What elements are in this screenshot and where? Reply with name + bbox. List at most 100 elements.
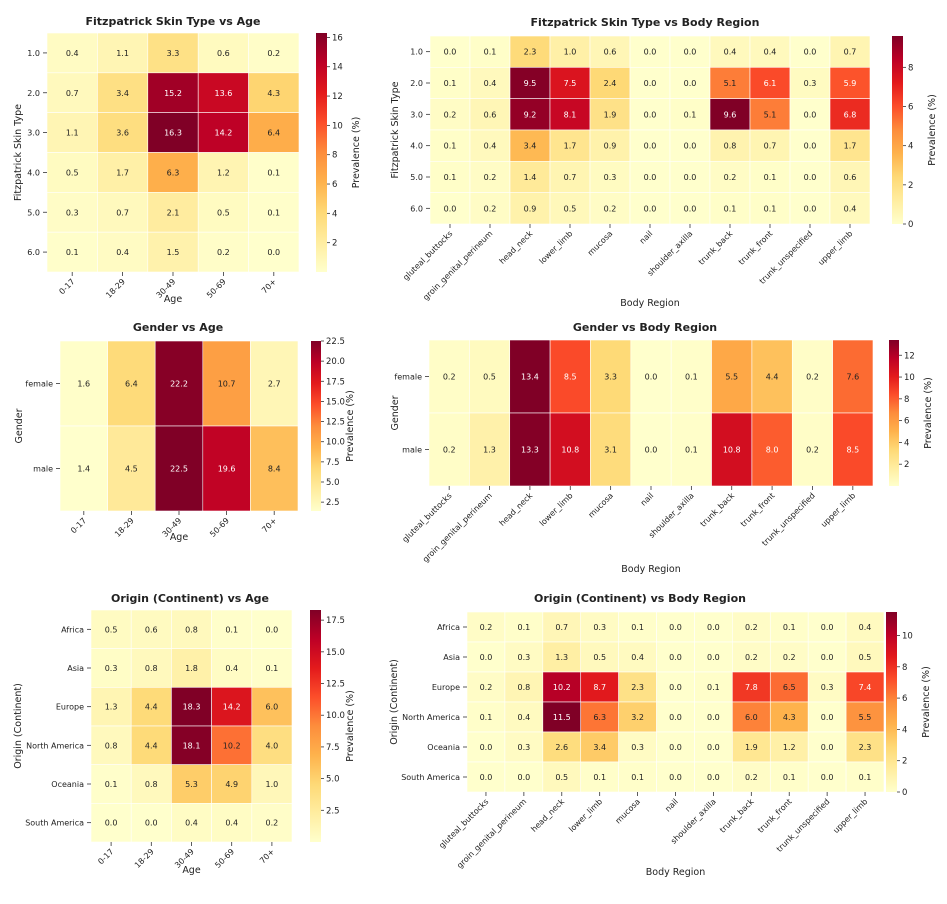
x-tick-label: 70+: [258, 847, 276, 865]
heatmap-cell: [154, 340, 204, 427]
colorbar-tick-label: 16: [332, 33, 343, 43]
colorbar-tick-label: 5.0: [326, 478, 340, 488]
cell-value-label: 0.6: [604, 48, 617, 57]
heatmap-cell: [618, 761, 657, 793]
cell-value-label: 0.5: [483, 373, 496, 382]
heatmap-cell: [197, 152, 249, 193]
colorbar-tick-label: 17.5: [326, 616, 345, 626]
heatmap-cell: [807, 641, 847, 673]
heatmap-svg: Fitzpatrick Skin Type vs Age 0.4 1.1 3.3 0.6…: [13, 15, 362, 305]
cell-value-label: 0.2: [266, 819, 279, 828]
heatmap-svg: Origin (Continent) vs Body Region 0.2 0.1 0…: [389, 592, 932, 878]
cell-value-label: 22.5: [170, 465, 188, 474]
cell-value-label: 0.1: [484, 48, 497, 57]
cell-value-label: 0.1: [266, 664, 279, 673]
cell-value-label: 3.6: [116, 129, 129, 138]
cell-value-label: 0.0: [480, 773, 493, 782]
cell-value-label: 10.7: [218, 380, 236, 389]
cell-value-label: 4.0: [266, 741, 279, 750]
x-axis-label: Age: [164, 294, 183, 305]
x-tick-label: 50-69: [213, 847, 236, 870]
cell-value-label: 0.1: [267, 168, 280, 177]
heatmap-cell: [130, 725, 172, 765]
cell-value-label: 0.4: [859, 623, 872, 632]
cell-value-label: 0.0: [644, 110, 657, 119]
cell-value-label: 0.4: [484, 142, 497, 151]
heatmap-cell: [618, 671, 657, 703]
cell-value-label: 4.3: [783, 713, 796, 722]
chart-title: Origin (Continent) vs Age: [111, 592, 269, 605]
heatmap-cell: [469, 129, 511, 162]
heatmap-cell: [504, 701, 544, 733]
x-tick-label: groin_genital_perineum: [421, 491, 494, 564]
cell-value-label: 0.7: [844, 48, 857, 57]
heatmap-cell: [829, 192, 871, 225]
heatmap-cell: [807, 611, 847, 643]
cell-value-label: 0.2: [806, 446, 819, 455]
heatmap-cell: [769, 761, 809, 793]
heatmap-cell: [629, 192, 671, 225]
heatmap-cell: [709, 67, 751, 99]
y-tick-label: 4.0: [410, 142, 423, 151]
cell-value-label: 0.4: [724, 48, 737, 57]
heatmap-cell: [549, 192, 591, 225]
cell-value-label: 4.5: [125, 465, 138, 474]
heatmap-cell: [251, 803, 293, 843]
cell-value-label: 0.5: [105, 625, 118, 634]
colorbar-tick-label: 8: [332, 151, 337, 161]
y-tick-label: Africa: [437, 623, 460, 632]
heatmap-cell: [251, 687, 293, 727]
heatmap-cell: [147, 231, 199, 273]
cell-value-label: 0.0: [804, 204, 817, 213]
cell-value-label: 0.0: [707, 653, 720, 662]
cell-value-label: 3.3: [167, 49, 180, 58]
colorbar-label: Prevalence (%): [921, 666, 932, 738]
heatmap-cell: [251, 764, 293, 804]
cell-value-label: 0.4: [66, 49, 79, 58]
heatmap-cell: [845, 701, 885, 733]
cell-value-label: 0.0: [821, 653, 834, 662]
cell-value-label: 0.2: [806, 373, 819, 382]
x-tick-label: groin_genital_perineum: [421, 229, 494, 302]
colorbar-tick-label: 10: [902, 631, 913, 641]
cell-value-label: 0.8: [724, 142, 737, 151]
colorbar: [311, 341, 321, 511]
cell-value-label: 0.8: [517, 683, 530, 692]
heatmap-cell: [789, 129, 831, 162]
cell-value-label: 8.1: [564, 110, 577, 119]
cell-value-label: 0.1: [685, 373, 698, 382]
cell-value-label: 0.5: [593, 653, 606, 662]
cell-value-label: 0.0: [684, 173, 697, 182]
heatmap-cell: [630, 412, 672, 487]
x-tick-label: lower_limb: [538, 491, 575, 528]
y-tick-label: North America: [26, 741, 84, 750]
heatmap-cell: [248, 32, 300, 74]
colorbar-tick-label: 12: [332, 92, 343, 102]
heatmap-cell: [202, 340, 251, 427]
heatmap-cell: [147, 192, 199, 233]
y-axis-label: Origin (Continent): [389, 659, 400, 745]
x-tick-label: mucosa: [614, 797, 643, 826]
colorbar-tick-label: 8: [904, 395, 909, 405]
cell-value-label: 0.2: [783, 653, 796, 662]
y-tick-label: 3.0: [410, 110, 423, 119]
cell-value-label: 18.1: [183, 741, 201, 750]
y-tick-label: 2.0: [27, 89, 40, 98]
cell-value-label: 4.3: [267, 89, 280, 98]
cell-value-label: 0.1: [444, 142, 457, 151]
x-axis-label: Body Region: [621, 564, 681, 575]
heatmap-cell: [732, 731, 771, 763]
cell-value-label: 0.2: [480, 623, 493, 632]
x-tick-label: lower_limb: [538, 229, 575, 266]
heatmap-cell: [791, 412, 833, 487]
colorbar-label: Prevalence (%): [927, 94, 938, 166]
heatmap-cell: [469, 412, 511, 487]
cell-value-label: 0.0: [644, 173, 657, 182]
heatmap-cell: [59, 425, 108, 512]
heatmap-cell: [589, 35, 631, 68]
cell-value-label: 0.1: [764, 173, 777, 182]
cell-value-label: 0.0: [669, 773, 682, 782]
colorbar-label: Prevalence (%): [345, 390, 356, 462]
cell-value-label: 7.4: [859, 683, 872, 692]
colorbar-tick-label: 10: [904, 373, 915, 383]
